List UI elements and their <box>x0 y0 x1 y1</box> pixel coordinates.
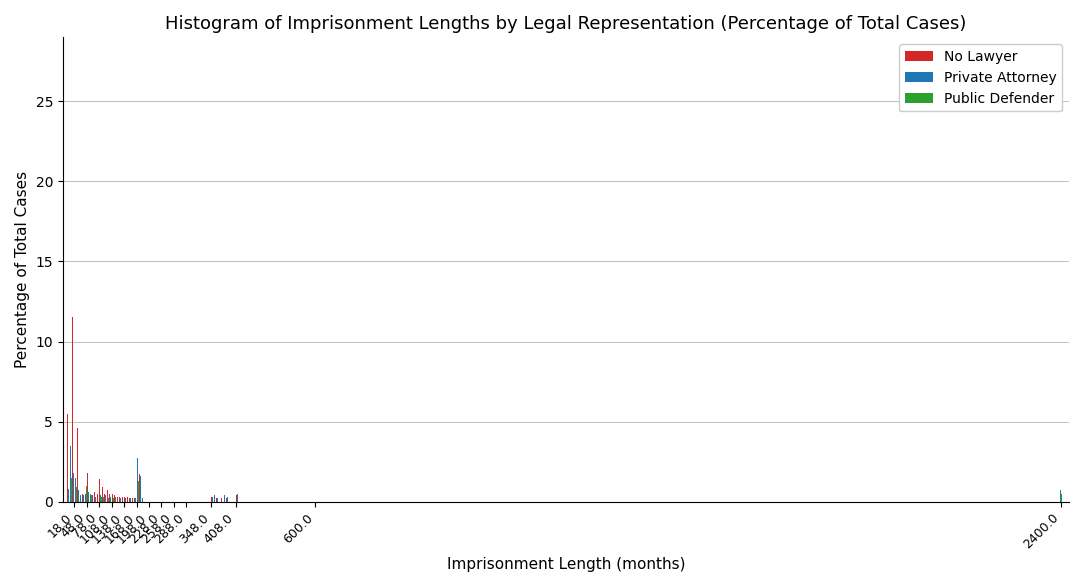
Legend: No Lawyer, Private Attorney, Public Defender: No Lawyer, Private Attorney, Public Defe… <box>900 44 1062 112</box>
Y-axis label: Percentage of Total Cases: Percentage of Total Cases <box>15 171 30 368</box>
Title: Histogram of Imprisonment Lengths by Legal Representation (Percentage of Total C: Histogram of Imprisonment Lengths by Leg… <box>165 15 967 33</box>
X-axis label: Imprisonment Length (months): Imprisonment Length (months) <box>447 557 685 572</box>
